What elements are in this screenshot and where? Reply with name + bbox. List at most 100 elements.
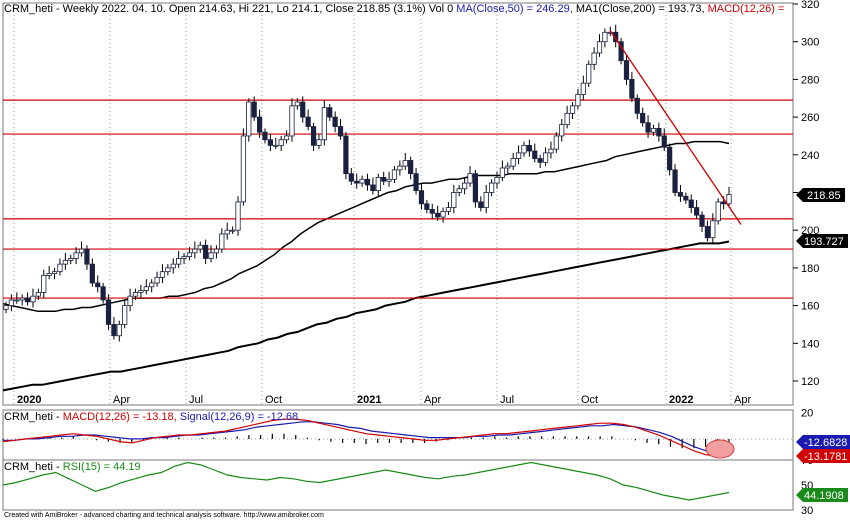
macd-line [2,418,730,457]
candle-body [661,135,667,148]
candle-body [192,248,198,254]
candle-body [165,267,171,273]
candle-body [715,201,721,222]
candle-body [564,112,570,126]
candle-body [100,286,106,301]
rsi-tick-label: 30 [801,505,813,517]
x-axis-label: 2022 [669,394,693,406]
candle-body [499,167,505,178]
candle-body [354,180,360,184]
price-tick-label: 240 [801,150,819,162]
candle-body [650,128,657,133]
price-panel-frame [2,2,794,406]
macd-panel-content [2,418,793,457]
candle-body [510,158,516,167]
candle-body [278,139,284,146]
candle-body [462,182,468,190]
x-axis-label: Oct [265,394,282,406]
price-header: CRM_heti - Weekly 2022. 04. 10. Open 214… [4,3,784,15]
symbol-label: CRM_heti [4,3,53,15]
candle-body [515,152,522,159]
candle-body [105,299,112,325]
candle-body [688,199,694,208]
candle-body [402,160,408,167]
candle-body [213,248,220,254]
candle-body [57,263,63,273]
x-axis-label: Jul [500,394,514,406]
candle-body [483,192,489,208]
candle-body [41,275,47,293]
x-axis-label: 2021 [357,394,381,406]
price-tick-label: 300 [801,37,819,49]
macd-header: CRM_heti - MACD(12,26) = -13.18, Signal(… [4,411,298,423]
candle-body [251,101,257,118]
ma200-badge-text: 193.727 [804,236,844,248]
candle-body [634,97,640,114]
ma200-line-path [2,240,730,392]
x-axis-label: Apr [424,394,441,406]
candle-body [159,271,166,278]
signal-badge: -12.6828 [796,435,850,449]
candle-body [305,116,311,127]
candle-body [111,324,117,337]
candle-body [386,178,392,182]
ma50-label: MA(Close,50) = 246.29, [456,3,576,15]
candle-body [122,305,128,325]
rsi-symbol: CRM_heti - [4,461,63,473]
candle-body [127,295,133,306]
candle-body [89,263,95,284]
macd-badge: -13.1781 [796,449,850,463]
candle-body [35,292,41,297]
candle-body [569,105,576,114]
candle-body [694,207,700,216]
candle-body [699,214,705,227]
macd-tick-label: 20 [801,408,813,420]
price-tick-label: 180 [801,263,819,275]
candle-body [478,201,484,208]
candle-body [375,177,381,192]
candle-body [607,31,613,34]
close-badge-text: 218.85 [807,190,841,202]
rsi-value: RSI(15) = 44.19 [63,461,141,473]
candle-body [343,135,349,175]
candle-body [224,229,230,235]
x-axis-label: Apr [113,394,130,406]
candle-body [683,195,689,201]
candle-body [321,107,327,141]
candle-body [310,126,317,146]
macd-label: MACD(12,26) = [708,3,785,15]
macd-symbol: CRM_heti - [4,411,63,423]
axis-labels: 1201401601802002202402602803003202020Apr… [17,0,819,517]
candle-body [645,122,651,133]
candle-body [456,188,462,193]
candle-body [256,116,263,133]
x-axis-label: Jul [189,394,203,406]
ma200-label: MA1(Close,200) = 193.73, [576,3,708,15]
candle-body [332,116,338,127]
candle-body [408,160,414,175]
candle-body [623,60,630,80]
candle-body [391,169,398,180]
candle-body [294,101,300,107]
candle-body [149,282,155,288]
downtrend-line [609,30,742,225]
candle-body [677,192,684,197]
macd-cross-highlight [705,439,735,459]
candle-body [73,252,79,259]
candle-body [370,184,376,192]
candle-body [526,144,532,152]
candle-body [143,286,149,291]
candle-body [429,209,435,214]
x-axis-label: Oct [581,394,598,406]
footer-credit: Created with AmiBroker - advanced charti… [4,512,324,519]
candle-body [138,290,144,293]
candle-body [435,212,441,218]
candle-body [397,165,403,171]
candle-body [46,273,52,276]
price-tick-label: 120 [801,376,819,388]
candle-body [3,305,9,310]
candle-body [181,256,187,259]
candle-body [68,258,74,261]
candle-body [586,63,592,84]
